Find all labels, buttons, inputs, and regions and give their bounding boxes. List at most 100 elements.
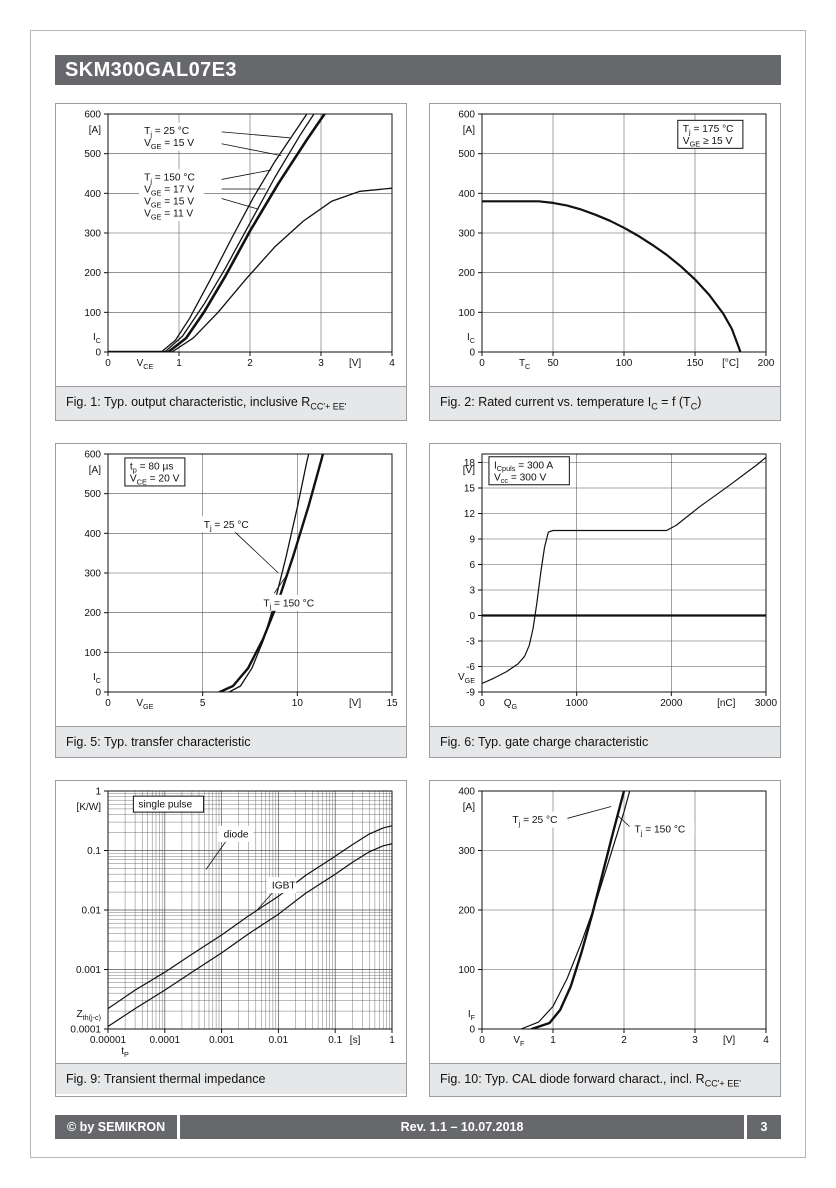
footer-page-number: 3 xyxy=(747,1115,781,1139)
svg-text:500: 500 xyxy=(458,149,475,160)
svg-text:200: 200 xyxy=(758,358,775,369)
svg-text:0.00001: 0.00001 xyxy=(90,1035,127,1046)
svg-text:[A]: [A] xyxy=(463,125,475,136)
fig1-caption: Fig. 1: Typ. output characteristic, incl… xyxy=(56,386,406,420)
svg-text:0: 0 xyxy=(479,358,485,369)
svg-text:VGE = 15 V: VGE = 15 V xyxy=(144,197,194,210)
svg-text:[nC]: [nC] xyxy=(717,698,736,709)
svg-text:Tj = 150 °C: Tj = 150 °C xyxy=(635,824,686,837)
fig5-chart: 0 5 10 15 0 100 200 300 400 500 600 [A] IC VGE [V] tp =… xyxy=(56,444,406,726)
svg-text:150: 150 xyxy=(687,358,704,369)
svg-text:Tj = 175 °C: Tj = 175 °C xyxy=(683,124,734,137)
svg-text:Tj = 25 °C: Tj = 25 °C xyxy=(144,126,189,139)
svg-text:QG: QG xyxy=(504,698,518,711)
fig10-chart: 0 1 2 3 4 0 100 200 300 400 [A] IF VF [V] Tj = 25 °C Tj… xyxy=(430,781,780,1063)
svg-text:VCE: VCE xyxy=(137,358,154,371)
svg-text:12: 12 xyxy=(464,509,476,520)
svg-text:1000: 1000 xyxy=(566,698,589,709)
svg-text:Vcc = 300 V: Vcc = 300 V xyxy=(494,472,547,485)
figure-panel: 0.00001 0.0001 0.001 0.01 0.1 1 1 0.1 0.01 0.001 0… xyxy=(55,779,407,1097)
svg-text:VGE: VGE xyxy=(458,672,475,685)
svg-text:18: 18 xyxy=(464,458,476,469)
figure-panel: 0 50 100 150 200 0 100 200 300 400 500 600 [A] IC TC [°… xyxy=(429,103,781,421)
figure-panel: 0 1000 2000 3000 -9 -6 -3 0 3 6 9 12 15 18 [V] VGE QG [nC… xyxy=(429,442,781,758)
page-frame: SKM300GAL07E3 0 1 2 3 4 0 100 200 300 400 500 600 [A… xyxy=(30,30,806,1158)
svg-text:400: 400 xyxy=(458,786,475,797)
svg-text:10: 10 xyxy=(292,698,304,709)
svg-text:50: 50 xyxy=(547,358,559,369)
svg-text:[A]: [A] xyxy=(463,802,475,813)
svg-text:-9: -9 xyxy=(466,687,475,698)
svg-text:0.1: 0.1 xyxy=(328,1035,342,1046)
svg-text:IGBT: IGBT xyxy=(272,880,296,891)
svg-text:[V]: [V] xyxy=(723,1035,735,1046)
svg-text:Tj = 150 °C: Tj = 150 °C xyxy=(263,598,314,611)
fig5-caption: Fig. 5: Typ. transfer characteristic xyxy=(56,725,406,757)
svg-text:600: 600 xyxy=(84,449,101,460)
fig10-plot: 0 1 2 3 4 0 100 200 300 400 [A] IF VF [V] Tj = 25 °C Tj… xyxy=(458,786,769,1047)
svg-text:VGE = 17 V: VGE = 17 V xyxy=(144,185,194,198)
svg-text:[V]: [V] xyxy=(349,698,361,709)
svg-text:9: 9 xyxy=(469,534,475,545)
svg-text:[A]: [A] xyxy=(89,125,101,136)
figures-grid: 0 1 2 3 4 0 100 200 300 400 500 600 [A] IC VCE [V] Tj = … xyxy=(55,103,781,1097)
svg-text:300: 300 xyxy=(84,568,101,579)
svg-text:1: 1 xyxy=(176,358,182,369)
figure-panel: 0 1 2 3 4 0 100 200 300 400 [A] IF VF [V] Tj = 25 °C Tj… xyxy=(429,779,781,1097)
fig10-caption: Fig. 10: Typ. CAL diode forward charact.… xyxy=(430,1062,780,1096)
svg-text:4: 4 xyxy=(763,1035,769,1046)
svg-text:3: 3 xyxy=(318,358,324,369)
fig2-plot: 0 50 100 150 200 0 100 200 300 400 500 600 [A] IC TC [°… xyxy=(458,110,775,371)
svg-text:IC: IC xyxy=(93,332,101,345)
fig5-plot: 0 5 10 15 0 100 200 300 400 500 600 [A] IC VGE [V] tp =… xyxy=(84,449,398,710)
fig9-chart: 0.00001 0.0001 0.001 0.01 0.1 1 1 0.1 0.01 0.001 0… xyxy=(56,781,406,1063)
svg-text:15: 15 xyxy=(386,698,398,709)
svg-text:3000: 3000 xyxy=(755,698,778,709)
svg-text:400: 400 xyxy=(84,189,101,200)
svg-text:TC: TC xyxy=(519,358,530,371)
svg-text:0.001: 0.001 xyxy=(76,965,101,976)
svg-text:2: 2 xyxy=(247,358,253,369)
svg-text:-3: -3 xyxy=(466,636,475,647)
svg-text:100: 100 xyxy=(84,308,101,319)
fig2-caption: Fig. 2: Rated current vs. temperature IC… xyxy=(430,386,780,420)
svg-text:200: 200 xyxy=(458,905,475,916)
svg-text:0.001: 0.001 xyxy=(209,1035,234,1046)
svg-text:0.01: 0.01 xyxy=(82,905,102,916)
svg-text:IC: IC xyxy=(467,332,475,345)
svg-text:5: 5 xyxy=(200,698,206,709)
svg-text:100: 100 xyxy=(458,308,475,319)
svg-text:0.1: 0.1 xyxy=(87,846,101,857)
svg-text:500: 500 xyxy=(84,489,101,500)
footer-revision: Rev. 1.1 – 10.07.2018 xyxy=(180,1115,744,1139)
svg-text:200: 200 xyxy=(84,608,101,619)
svg-text:single pulse: single pulse xyxy=(138,799,192,810)
svg-text:1: 1 xyxy=(550,1035,556,1046)
svg-text:0: 0 xyxy=(469,1024,475,1035)
svg-text:100: 100 xyxy=(616,358,633,369)
fig6-caption: Fig. 6: Typ. gate charge characteristic xyxy=(430,725,780,757)
svg-text:0: 0 xyxy=(95,348,101,359)
svg-text:0.0001: 0.0001 xyxy=(70,1024,101,1035)
svg-text:4: 4 xyxy=(389,358,395,369)
fig9-plot: 0.00001 0.0001 0.001 0.01 0.1 110.10.010.0010… xyxy=(70,786,395,1058)
svg-text:300: 300 xyxy=(84,229,101,240)
svg-text:Tj = 25 °C: Tj = 25 °C xyxy=(512,815,557,828)
svg-text:Tj = 25 °C: Tj = 25 °C xyxy=(204,519,249,532)
svg-text:Zth(j-c): Zth(j-c) xyxy=(77,1009,101,1022)
fig1-plot: 0 1 2 3 4 0 100 200 300 400 500 600 [A] IC VCE [V] Tj = … xyxy=(84,110,395,371)
svg-text:[V]: [V] xyxy=(349,358,361,369)
svg-text:200: 200 xyxy=(84,268,101,279)
svg-text:3: 3 xyxy=(692,1035,698,1046)
svg-text:400: 400 xyxy=(458,189,475,200)
page-footer: © by SEMIKRON Rev. 1.1 – 10.07.2018 3 xyxy=(55,1115,781,1139)
footer-copyright: © by SEMIKRON xyxy=(55,1115,178,1139)
svg-text:ICpuls = 300 A: ICpuls = 300 A xyxy=(494,460,553,473)
fig1-chart: 0 1 2 3 4 0 100 200 300 400 500 600 [A] IC VCE [V] Tj = … xyxy=(56,104,406,386)
fig9-caption: Fig. 9: Transient thermal impedance xyxy=(56,1062,406,1094)
svg-text:2000: 2000 xyxy=(660,698,683,709)
svg-text:3: 3 xyxy=(469,585,475,596)
svg-text:200: 200 xyxy=(458,268,475,279)
svg-text:6: 6 xyxy=(469,560,475,571)
